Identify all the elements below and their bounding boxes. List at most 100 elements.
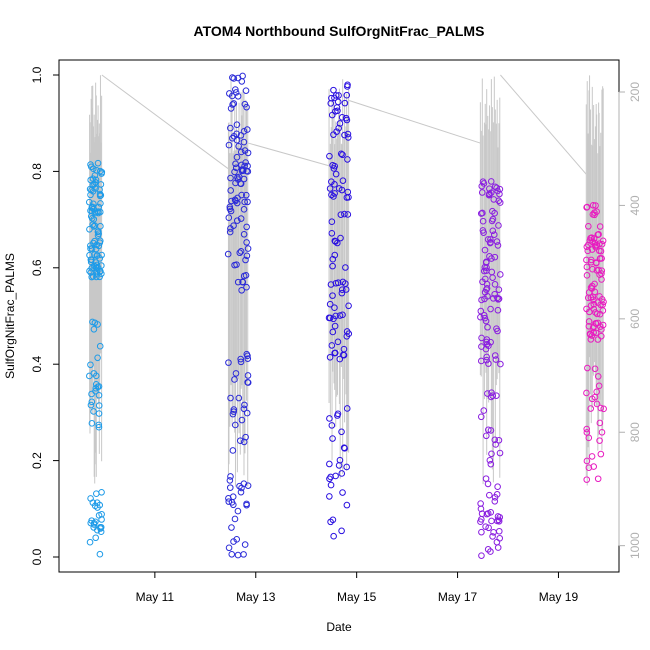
data-point	[244, 245, 252, 252]
x-tick-label: May 13	[236, 590, 276, 604]
data-point	[488, 255, 495, 262]
data-point	[486, 457, 494, 464]
data-point	[583, 263, 591, 271]
data-point	[240, 551, 247, 558]
data-point	[233, 217, 241, 224]
data-point	[488, 389, 495, 397]
data-point	[587, 234, 594, 242]
data-point	[94, 159, 102, 167]
data-point	[489, 274, 496, 281]
data-point	[341, 99, 349, 107]
data-point	[480, 311, 488, 319]
data-point	[238, 78, 246, 85]
data-point	[88, 390, 95, 398]
data-point	[96, 268, 104, 275]
data-point	[329, 292, 336, 299]
pressure-connector-line	[101, 74, 229, 169]
data-point	[583, 305, 590, 313]
data-point	[333, 128, 340, 135]
data-point	[583, 243, 591, 251]
data-point	[485, 360, 492, 367]
data-point	[481, 246, 489, 254]
y2-tick-label: 600	[628, 309, 642, 329]
data-point	[237, 358, 245, 366]
data-point	[341, 131, 348, 139]
data-point	[95, 391, 103, 399]
data-point	[238, 286, 245, 294]
data-point	[88, 398, 96, 406]
data-point	[493, 238, 501, 245]
data-point	[487, 178, 495, 185]
y2-tick-label: 400	[628, 195, 642, 215]
data-point	[489, 392, 497, 400]
data-point	[95, 410, 103, 417]
data-point	[588, 453, 596, 460]
data-point	[238, 167, 246, 175]
data-point	[229, 447, 237, 454]
data-point	[496, 449, 504, 457]
data-point	[598, 326, 605, 333]
data-point	[238, 191, 245, 199]
data-point	[97, 181, 105, 188]
data-point	[327, 281, 335, 288]
data-point	[332, 238, 339, 245]
data-point	[242, 433, 249, 441]
data-point	[237, 488, 245, 496]
data-point	[328, 422, 336, 429]
data-point	[237, 148, 245, 156]
data-point	[339, 151, 346, 159]
data-point	[583, 425, 591, 433]
data-point	[483, 432, 490, 440]
data-point	[239, 278, 247, 286]
y-axis-label: SulfOrgNitFrac_PALMS	[3, 253, 17, 379]
x-axis: May 11 May 13 May 15 May 17 May 19	[136, 572, 578, 604]
data-point	[231, 515, 239, 523]
data-point	[477, 313, 484, 321]
data-point	[244, 372, 252, 379]
data-point	[593, 267, 601, 274]
data-point	[484, 390, 491, 397]
data-point	[96, 550, 104, 558]
data-point	[479, 209, 486, 217]
data-point	[90, 223, 98, 230]
data-point	[490, 528, 497, 536]
data-point	[590, 235, 598, 242]
data-point	[583, 272, 591, 279]
data-point	[89, 165, 97, 173]
data-point	[332, 472, 339, 480]
data-point	[226, 90, 233, 97]
data-point	[96, 255, 104, 262]
data-point	[232, 89, 240, 96]
data-point	[241, 541, 249, 548]
data-point	[491, 281, 499, 288]
data-point	[491, 497, 499, 505]
data-point	[244, 126, 251, 133]
data-point	[594, 373, 602, 380]
data-point	[489, 207, 496, 215]
data-point	[93, 261, 101, 269]
data-point	[487, 460, 495, 468]
data-point	[95, 421, 103, 429]
data-point	[238, 416, 246, 424]
data-point	[234, 278, 242, 286]
data-point	[229, 101, 236, 108]
data-point	[488, 450, 495, 458]
data-point	[495, 286, 503, 293]
data-point	[591, 211, 598, 219]
data-point	[234, 551, 242, 559]
data-point	[88, 420, 96, 427]
data-point	[243, 350, 251, 358]
data-point	[483, 353, 491, 361]
y2-tick-label: 800	[628, 422, 642, 442]
data-point	[494, 483, 501, 491]
data-point	[234, 74, 242, 82]
data-point	[331, 162, 338, 170]
data-point	[482, 345, 490, 353]
data-point	[232, 164, 240, 172]
data-point	[342, 286, 350, 293]
pressure-connector-line	[348, 100, 481, 144]
data-point	[338, 186, 346, 194]
data-point	[233, 153, 241, 161]
data-point	[242, 87, 250, 94]
data-point	[344, 130, 352, 138]
